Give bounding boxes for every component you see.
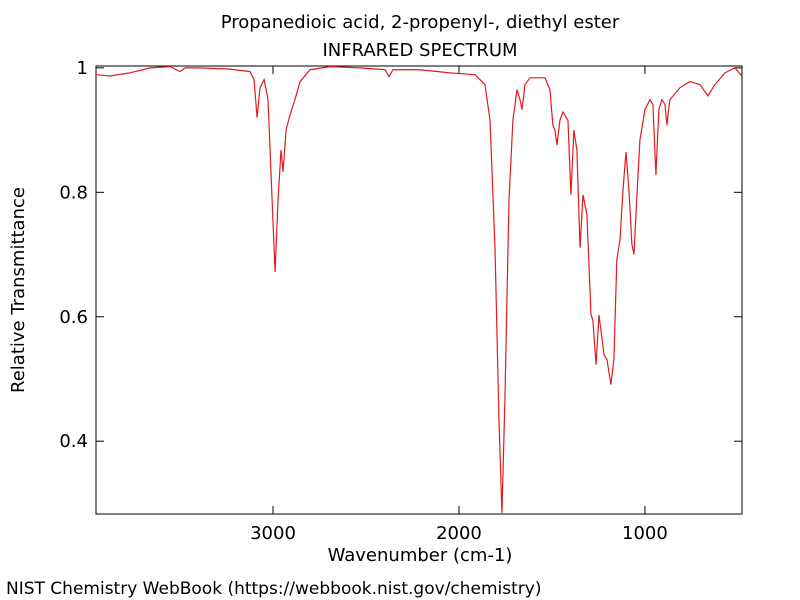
y-tick-label: 0.8 <box>59 182 88 203</box>
y-axis-label: Relative Transmittance <box>8 187 29 393</box>
x-tick-label: 1000 <box>622 523 668 544</box>
x-tick-label: 3000 <box>250 523 296 544</box>
chart-title: Propanedioic acid, 2-propenyl-, diethyl … <box>221 12 620 33</box>
y-tick-label: 1 <box>77 58 88 79</box>
source-note: NIST Chemistry WebBook (https://webbook.… <box>6 579 541 599</box>
x-tick-label: 2000 <box>436 523 482 544</box>
x-axis-label: Wavenumber (cm-1) <box>328 545 513 566</box>
chart-subtitle: INFRARED SPECTRUM <box>322 40 517 61</box>
y-tick-label: 0.4 <box>59 431 88 452</box>
plot-area <box>96 66 742 513</box>
y-tick-label: 0.6 <box>59 307 88 328</box>
spectrum-line <box>96 66 742 513</box>
plot-frame <box>95 65 743 515</box>
